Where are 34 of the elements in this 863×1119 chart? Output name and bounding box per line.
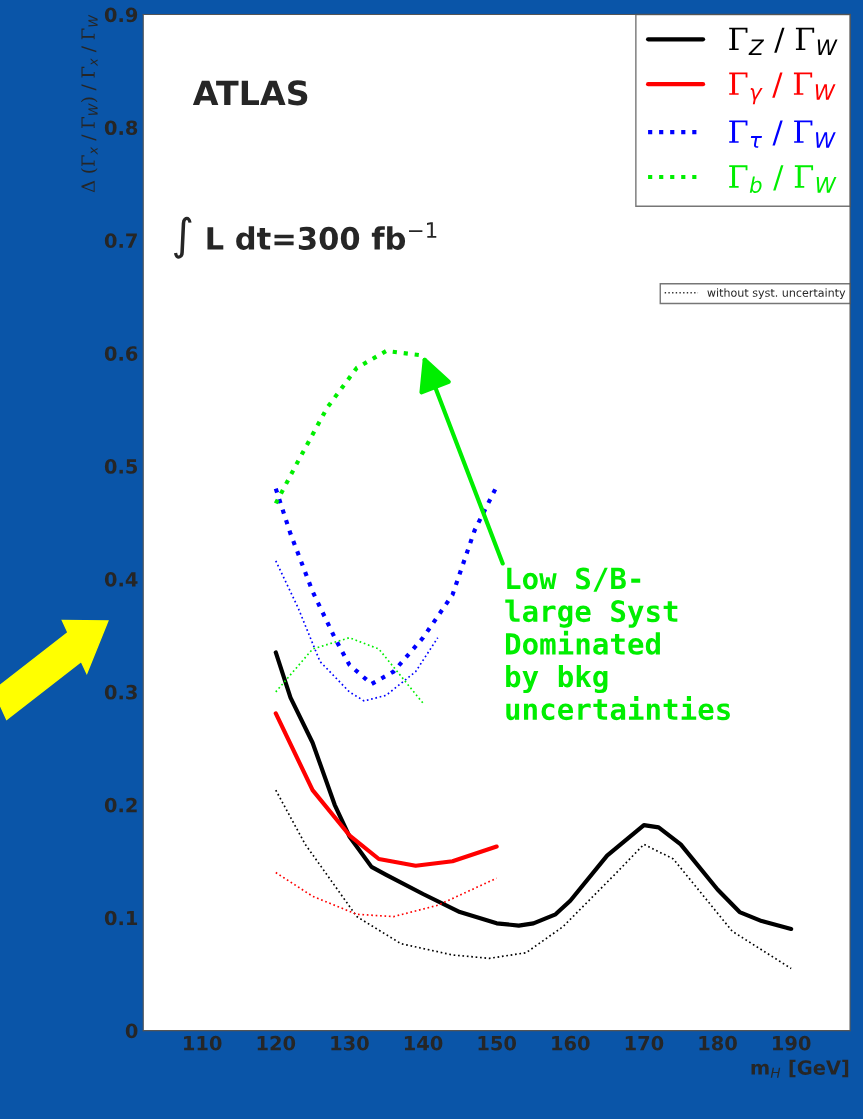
y-tick-label: 0.1	[104, 910, 138, 926]
x-tick-label: 170	[625, 1035, 664, 1051]
y-tick-label: 0.2	[104, 797, 137, 813]
line-series	[274, 560, 439, 702]
y-tick-label: 0.5	[104, 459, 138, 474]
y-tick-label: 0.7	[104, 233, 137, 248]
y-tick-label: 0.3	[104, 684, 137, 700]
line-series	[274, 636, 424, 705]
y-tick-label: 0.9	[104, 7, 138, 23]
x-tick-label: 150	[478, 1035, 517, 1051]
x-axis-title: m$_{H}$ [GeV]	[751, 1059, 849, 1078]
x-tick-label: 160	[552, 1035, 590, 1051]
y-axis-title: Δ (Γ$_{x}$ / Γ$_{W}$) / Γ$_{x}$ / Γ$_{W}$	[80, 14, 98, 193]
y-tick-label: 0.8	[104, 120, 138, 136]
x-tick-label: 180	[699, 1035, 737, 1051]
annotation: Low S/B- large Syst Dominated by bkg uncertainties	[505, 567, 730, 721]
line-series	[273, 711, 499, 868]
legend-label: Γ$_{γ}$ / Γ$_{W}$	[729, 72, 836, 105]
legend-label: Γ$_{τ}$ / Γ$_{W}$	[729, 120, 836, 148]
x-tick-label: 140	[404, 1035, 443, 1051]
y-tick-label: 0.6	[104, 346, 138, 361]
annotation: ATLAS	[192, 80, 308, 106]
x-tick-label: 130	[331, 1035, 369, 1051]
y-tick-label: 0	[125, 1023, 138, 1039]
line-series	[274, 789, 792, 970]
annotation: ∫ L dt=300 fb$^{−1}$	[173, 216, 437, 259]
line-series	[274, 871, 498, 918]
legend-label: Γ$_{Z}$ / Γ$_{W}$	[729, 27, 838, 55]
x-tick-label: 190	[773, 1035, 811, 1051]
annotation: without syst. uncertainty	[707, 288, 846, 299]
legend-label: Γ$_{b}$ / Γ$_{W}$	[729, 165, 837, 193]
y-tick-label: 0.4	[104, 571, 138, 587]
x-tick-label: 120	[257, 1035, 296, 1051]
x-tick-label: 110	[184, 1035, 222, 1051]
